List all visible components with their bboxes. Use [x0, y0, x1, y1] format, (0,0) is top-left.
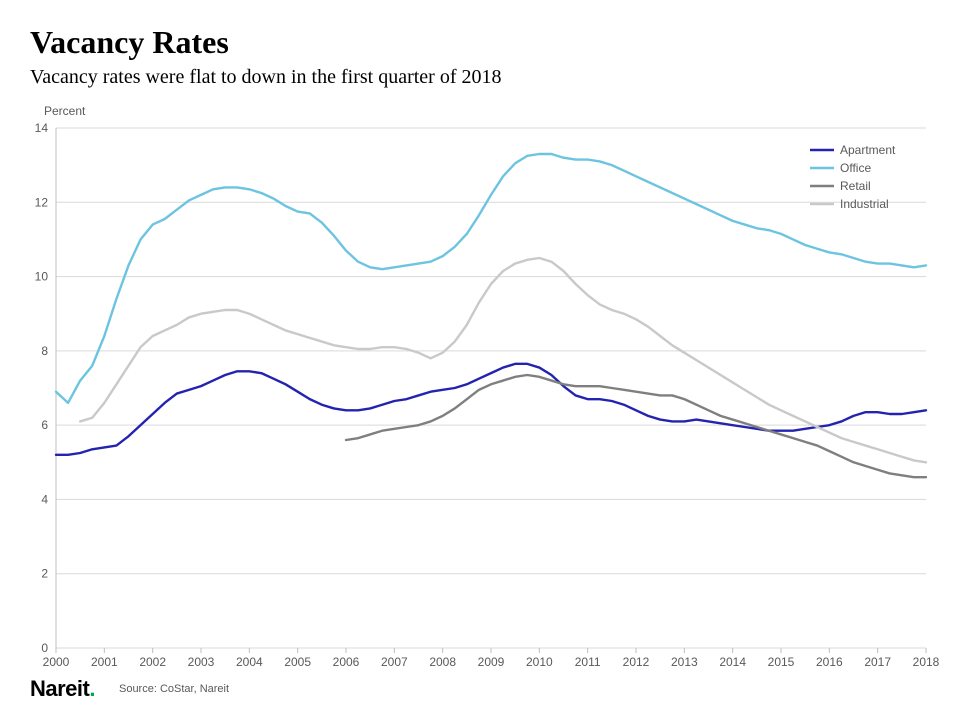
y-tick-label: 0	[41, 641, 48, 655]
y-tick-label: 2	[41, 567, 48, 581]
y-tick-label: 14	[35, 121, 49, 135]
legend-label: Office	[840, 161, 871, 175]
x-tick-label: 2000	[43, 655, 70, 669]
brand-logo: Nareit.	[30, 676, 95, 702]
x-tick-label: 2005	[284, 655, 311, 669]
page: Vacancy Rates Vacancy rates were flat to…	[0, 0, 960, 720]
y-tick-label: 10	[35, 270, 49, 284]
legend-label: Industrial	[840, 197, 889, 211]
source-text: Source: CoStar, Nareit	[119, 683, 229, 695]
x-tick-label: 2017	[864, 655, 891, 669]
y-tick-label: 8	[41, 344, 48, 358]
legend-label: Retail	[840, 179, 871, 193]
x-tick-label: 2012	[623, 655, 650, 669]
x-tick-label: 2008	[429, 655, 456, 669]
series-apartment	[56, 364, 926, 455]
x-tick-label: 2003	[188, 655, 215, 669]
series-office	[56, 154, 926, 403]
x-tick-label: 2001	[91, 655, 118, 669]
y-tick-label: 12	[35, 195, 49, 209]
x-tick-label: 2018	[913, 655, 940, 669]
x-tick-label: 2006	[333, 655, 360, 669]
legend-label: Apartment	[840, 143, 896, 157]
footer: Nareit. Source: CoStar, Nareit	[30, 676, 229, 702]
x-tick-label: 2002	[139, 655, 166, 669]
x-tick-label: 2011	[575, 655, 601, 669]
x-tick-label: 2015	[768, 655, 795, 669]
series-industrial	[80, 258, 926, 462]
x-tick-label: 2014	[719, 655, 746, 669]
y-tick-label: 4	[41, 492, 48, 506]
x-tick-label: 2016	[816, 655, 843, 669]
y-tick-label: 6	[41, 418, 48, 432]
x-tick-label: 2007	[381, 655, 408, 669]
x-tick-label: 2009	[478, 655, 505, 669]
x-tick-label: 2013	[671, 655, 698, 669]
x-tick-label: 2010	[526, 655, 553, 669]
line-chart: 0 2 4 6 8 10 12 14 2000 2001 2002 2003 2004 2005 2006 2…	[0, 0, 960, 720]
x-tick-label: 2004	[236, 655, 263, 669]
